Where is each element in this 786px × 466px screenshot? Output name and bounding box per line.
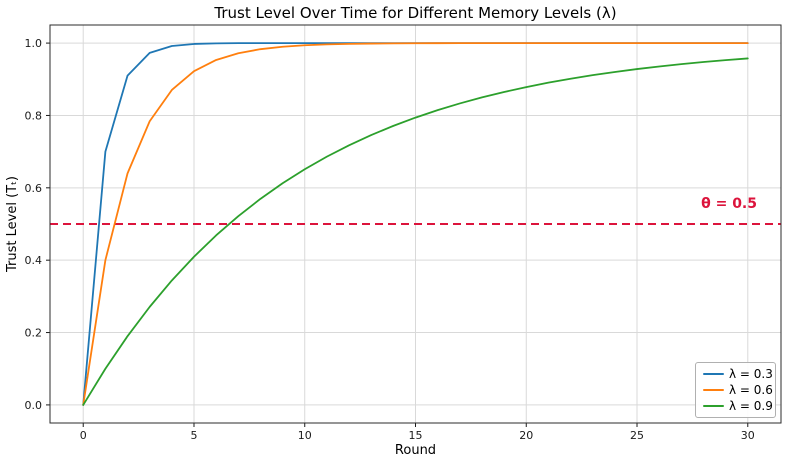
legend-label: λ = 0.6 xyxy=(729,383,773,397)
x-tick-label: 0 xyxy=(80,429,87,442)
threshold-annotation: θ = 0.5 xyxy=(701,196,757,212)
legend-item: λ = 0.3 xyxy=(703,367,773,381)
plot-border xyxy=(49,24,782,424)
y-tick-label: 0.6 xyxy=(25,182,43,195)
legend-item: λ = 0.6 xyxy=(703,383,773,397)
x-axis-label: Round xyxy=(394,443,437,458)
x-tick-label: 15 xyxy=(409,429,423,442)
chart-title: Trust Level Over Time for Different Memo… xyxy=(214,4,617,22)
y-tick-label: 0.4 xyxy=(25,254,43,267)
x-tick-label: 5 xyxy=(190,429,197,442)
legend-label: λ = 0.9 xyxy=(729,399,773,413)
legend-label: λ = 0.3 xyxy=(729,367,773,381)
y-tick-label: 0.2 xyxy=(25,327,43,340)
legend-line-swatch xyxy=(703,373,724,375)
y-tick-label: 0.8 xyxy=(25,109,43,122)
legend: λ = 0.3 λ = 0.6 λ = 0.9 xyxy=(695,362,776,418)
series-line-1 xyxy=(82,42,749,406)
x-tick-label: 20 xyxy=(519,429,533,442)
legend-item: λ = 0.9 xyxy=(703,399,773,413)
x-tick-label: 10 xyxy=(298,429,312,442)
y-tick-label: 0.0 xyxy=(25,399,43,412)
x-tick-label: 25 xyxy=(630,429,644,442)
series-line-2 xyxy=(82,57,749,406)
legend-line-swatch xyxy=(703,405,724,407)
x-tick-label: 30 xyxy=(741,429,755,442)
y-tick-label: 1.0 xyxy=(25,37,43,50)
legend-line-swatch xyxy=(703,389,724,391)
